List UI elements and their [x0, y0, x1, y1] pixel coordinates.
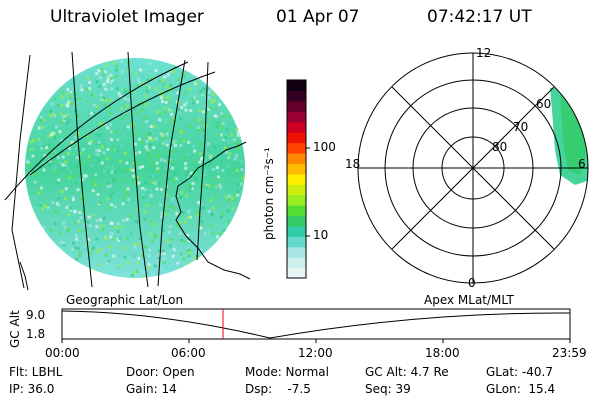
footer-ip: IP: 36.0 — [9, 382, 55, 396]
polar-plot — [357, 52, 589, 284]
mlt-label-12: 12 — [476, 46, 492, 60]
colorbar-segment — [287, 205, 306, 217]
alt-ytick-1-8: 1.8 — [26, 327, 46, 341]
alt-plot — [61, 308, 571, 343]
mlat-label-70: 70 — [513, 120, 529, 134]
footer-door: Door: Open — [126, 365, 195, 379]
title: Ultraviolet Imager — [50, 7, 204, 27]
mlat-label-60: 60 — [536, 97, 552, 111]
colorbar-segment — [287, 152, 306, 164]
colorbar-segment — [287, 100, 306, 112]
footer-mode: Mode: Normal — [245, 365, 329, 379]
colorbar-segment — [287, 215, 306, 227]
colorbar-segment — [287, 173, 306, 185]
alt-xtick-1800: 18:00 — [425, 346, 460, 360]
footer-gain: Gain: 14 — [126, 382, 177, 396]
footer-gc-alt: GC Alt: 4.7 Re — [365, 365, 449, 379]
colorbar-segment — [287, 257, 306, 269]
colorbar-segment — [287, 267, 306, 279]
footer-glon: GLon: 15.4 — [486, 382, 556, 396]
colorbar-segment — [287, 90, 306, 102]
colorbar-segment — [287, 111, 306, 123]
alt-ytick-9: 9.0 — [26, 308, 46, 322]
mlat-label-80: 80 — [492, 140, 508, 154]
alt-ylabel: GC Alt — [8, 310, 22, 348]
uv-image-disk — [25, 58, 245, 278]
colorbar-segment — [287, 225, 306, 237]
geo-grid-lines — [4, 51, 216, 289]
colorbar-segment — [287, 184, 306, 196]
colorbar-unit-label: photon cm⁻²s⁻¹ — [262, 147, 276, 240]
colorbar-segment — [287, 194, 306, 206]
colorbar — [286, 79, 310, 279]
footer-glat: GLat: -40.7 — [486, 365, 553, 379]
colorbar-tick-100: 100 — [313, 140, 336, 154]
footer-seq: Seq: 39 — [365, 382, 411, 396]
colorbar-segment — [287, 132, 306, 144]
alt-xtick-1200: 12:00 — [298, 346, 333, 360]
colorbar-segment — [287, 236, 306, 248]
footer-filter: Flt: LBHL — [9, 365, 63, 379]
alt-xtick-0600: 06:00 — [171, 346, 206, 360]
colorbar-segment — [287, 142, 306, 154]
footer-dsp: Dsp: -7.5 — [245, 382, 311, 396]
colorbar-segment — [287, 121, 306, 133]
coastline — [19, 141, 251, 291]
mlt-label-18: 18 — [345, 157, 361, 171]
mlt-label-6: 6 — [578, 157, 586, 171]
date: 01 Apr 07 — [276, 7, 360, 27]
geo-coord-label: Geographic Lat/Lon — [66, 293, 184, 307]
colorbar-tick-10: 10 — [313, 228, 329, 242]
colorbar-segment — [287, 80, 306, 92]
apex-coord-label: Apex MLat/MLT — [424, 293, 514, 307]
colorbar-segment — [287, 163, 306, 175]
alt-xtick-2359: 23:59 — [552, 346, 587, 360]
alt-xtick-0000: 00:00 — [45, 346, 80, 360]
mlt-label-0: 0 — [468, 276, 476, 290]
time: 07:42:17 UT — [427, 7, 532, 27]
colorbar-segment — [287, 246, 306, 258]
